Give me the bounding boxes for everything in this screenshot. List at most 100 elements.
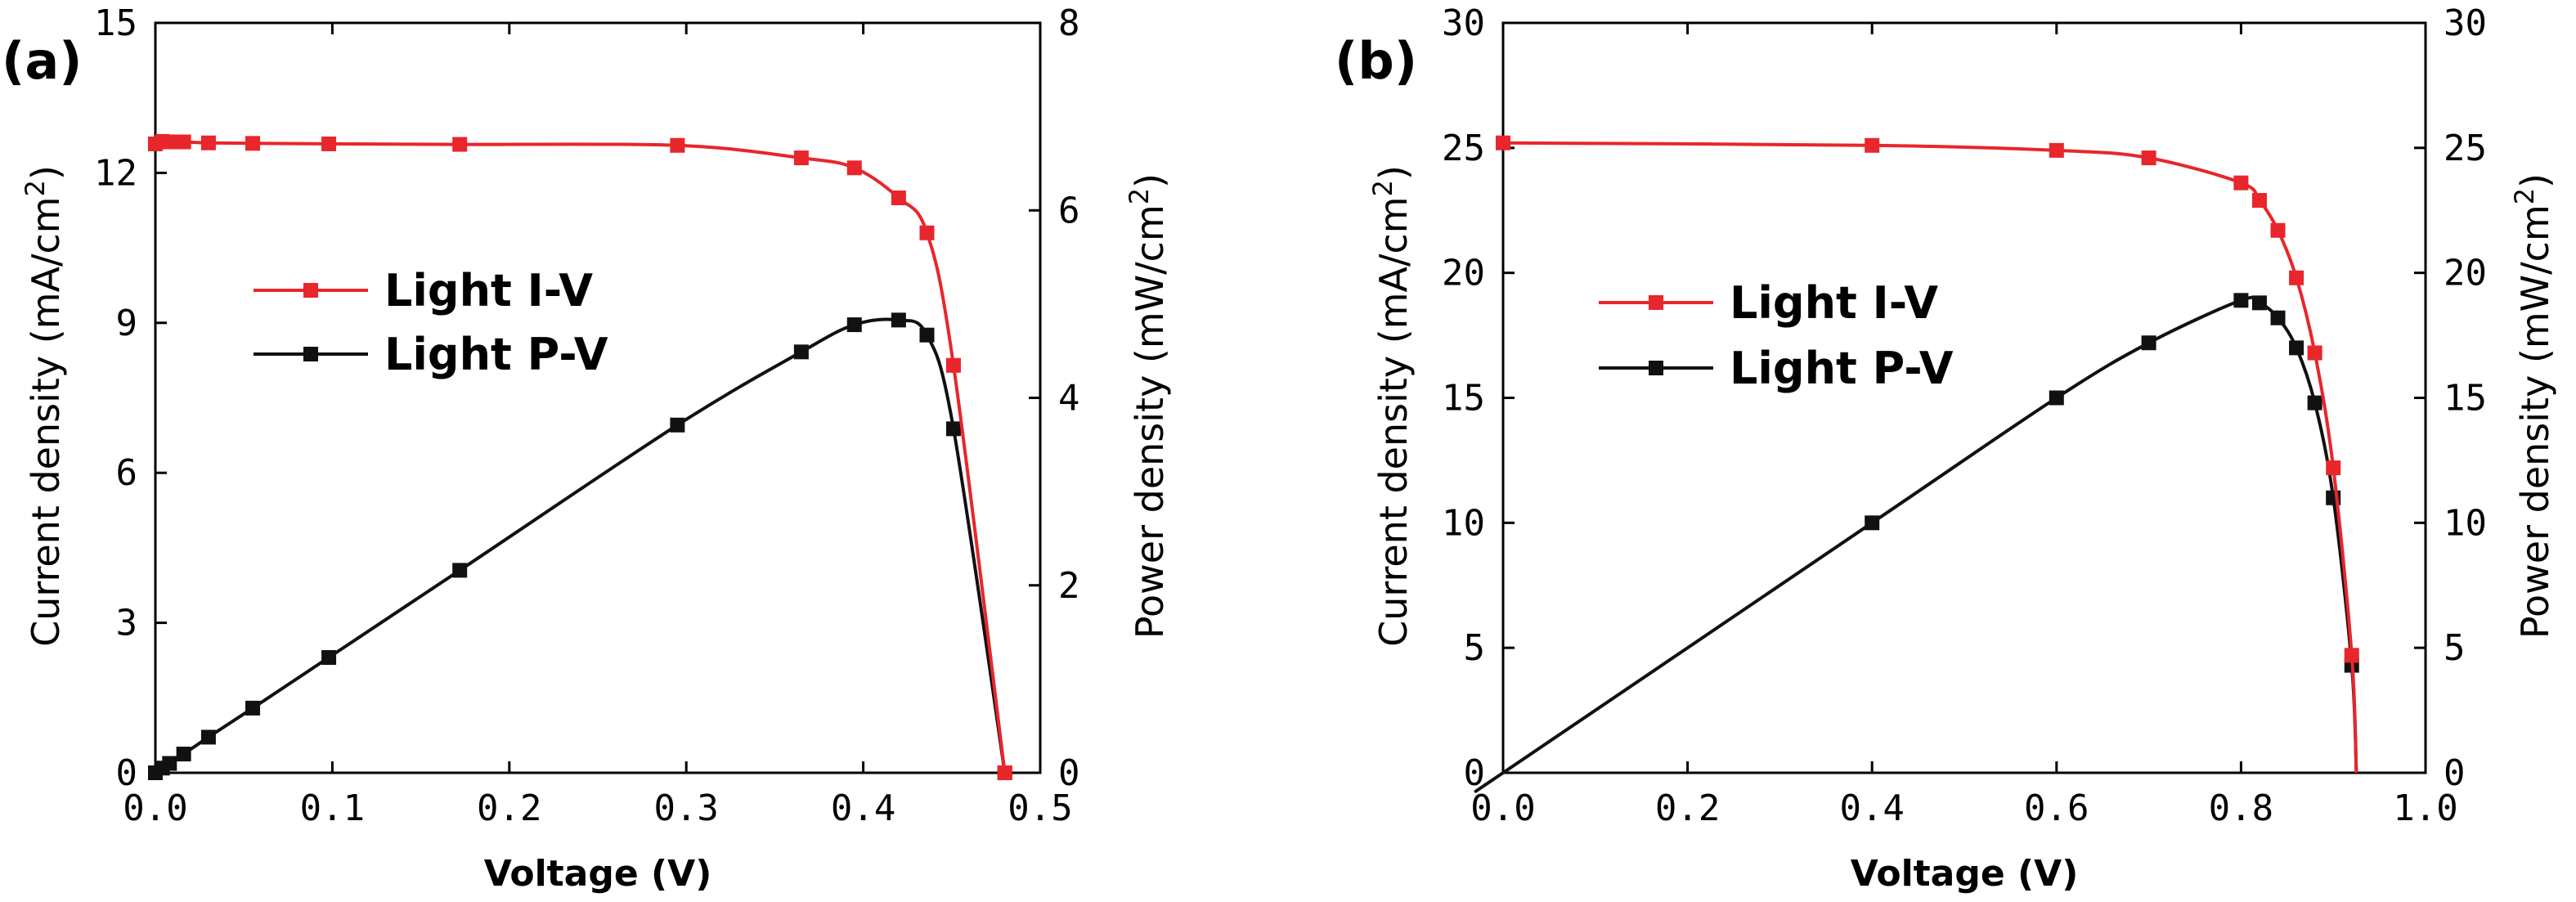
y-left-tick-label: 0	[116, 752, 138, 794]
x-tick-label: 1.0	[2393, 788, 2457, 829]
data-point-marker	[793, 150, 809, 166]
y-right-tick-label: 10	[2444, 502, 2487, 544]
data-point-marker	[2233, 293, 2249, 308]
x-axis-title: Voltage (V)	[484, 853, 712, 895]
data-point-marker	[2233, 175, 2249, 191]
y-left-tick-label: 5	[1464, 627, 1486, 669]
data-point-marker	[321, 650, 337, 666]
y-right-tick-label: 0	[1058, 752, 1080, 794]
legend-item-light-iv: Light I-V	[254, 265, 593, 316]
data-point-marker	[919, 225, 935, 240]
legend-marker	[303, 283, 318, 298]
legend: Light I-V Light P-V	[1599, 277, 1954, 394]
data-point-marker	[162, 756, 177, 771]
data-point-marker	[1865, 137, 1880, 153]
y-left-tick-label: 3	[116, 603, 138, 644]
data-point-marker	[2307, 395, 2322, 411]
data-point-marker	[919, 327, 935, 343]
y-right-axis-title: Power density (mW/cm2)	[1124, 173, 1172, 639]
y-right-tick-label: 15	[2444, 378, 2487, 420]
legend-marker	[303, 347, 318, 361]
legend-marker	[1649, 295, 1663, 310]
data-point-marker	[452, 563, 468, 578]
y-right-tick-label: 6	[1058, 190, 1080, 231]
series-light-pv	[148, 312, 1012, 780]
data-point-marker	[2141, 335, 2156, 351]
data-point-marker	[200, 135, 216, 150]
data-point-marker	[176, 747, 191, 762]
series-light-iv	[148, 133, 1012, 780]
y-right-tick-label: 5	[2444, 627, 2466, 669]
plot-frame	[154, 21, 1042, 774]
data-point-marker	[1865, 515, 1880, 531]
data-point-marker	[2307, 345, 2322, 361]
series-line	[1502, 141, 2358, 774]
y-right-tick-label: 2	[1058, 565, 1080, 607]
data-point-marker	[245, 700, 261, 716]
data-point-marker	[2344, 648, 2359, 663]
data-point-marker	[2049, 390, 2064, 406]
y-right-tick-label: 25	[2444, 128, 2487, 169]
data-point-marker	[2270, 222, 2286, 238]
data-point-marker	[200, 729, 216, 745]
legend-label: Light I-V	[1730, 277, 1938, 329]
x-tick-label: 0.3	[653, 788, 718, 829]
legend-label: Light P-V	[384, 329, 608, 380]
x-axis-title: Voltage (V)	[1851, 853, 2079, 895]
data-point-marker	[670, 417, 685, 433]
x-tick-label: 0.8	[2209, 788, 2273, 829]
data-point-marker	[2326, 460, 2341, 476]
series-light-iv	[1496, 135, 2359, 774]
data-point-marker	[1496, 135, 1510, 150]
y-left-tick-label: 30	[1442, 2, 1485, 44]
y-right-axis-title: Power density (mW/cm2)	[2509, 173, 2557, 639]
y-left-axis-title: Current density (mA/cm2)	[20, 165, 68, 647]
x-tick-label: 0.2	[1655, 788, 1720, 829]
data-point-marker	[2049, 142, 2064, 158]
data-point-marker	[162, 134, 177, 150]
series-line	[155, 139, 1007, 774]
panel-label: (a)	[2, 31, 83, 91]
data-point-marker	[793, 344, 809, 360]
y-left-tick-label: 10	[1442, 502, 1485, 544]
data-point-marker	[321, 136, 337, 151]
plot-frame	[1501, 21, 2427, 774]
data-point-marker	[245, 136, 261, 151]
data-point-marker	[846, 317, 862, 333]
x-tick-label: 0.0	[1470, 788, 1535, 829]
data-point-marker	[2270, 310, 2286, 325]
legend: Light I-V Light P-V	[254, 265, 608, 380]
legend-label: Light I-V	[384, 265, 593, 316]
x-tick-label: 0.4	[1839, 788, 1904, 829]
y-left-tick-label: 20	[1442, 253, 1485, 294]
legend-item-light-pv: Light P-V	[1599, 343, 1954, 394]
chart-panel-b: 0.0 0.2 0.4 0.6 0.8 1.00510152025300510152025…	[1335, 2, 2557, 895]
data-point-marker	[945, 357, 961, 373]
x-tick-label: 0.4	[831, 788, 895, 829]
legend-marker	[1649, 361, 1663, 375]
data-point-marker	[846, 160, 862, 176]
data-point-marker	[670, 137, 685, 153]
panel-label: (b)	[1335, 31, 1417, 91]
data-point-marker	[2289, 340, 2304, 356]
x-tick-label: 0.0	[123, 788, 187, 829]
x-tick-label: 0.6	[2024, 788, 2089, 829]
data-point-marker	[2251, 193, 2267, 209]
x-tick-label: 0.5	[1008, 788, 1072, 829]
y-left-tick-label: 6	[116, 452, 138, 494]
x-tick-label: 0.2	[477, 788, 541, 829]
data-point-marker	[997, 765, 1012, 780]
data-point-marker	[2289, 270, 2304, 285]
y-left-tick-label: 25	[1442, 128, 1485, 169]
legend-label: Light P-V	[1730, 343, 1954, 394]
legend-item-light-iv: Light I-V	[1599, 277, 1938, 329]
y-left-tick-label: 12	[94, 152, 137, 194]
data-point-marker	[945, 421, 961, 437]
y-left-tick-label: 15	[1442, 378, 1485, 420]
data-point-marker	[891, 190, 906, 205]
data-point-marker	[2251, 295, 2267, 311]
series-light-pv	[1474, 293, 2359, 793]
y-right-tick-label: 8	[1058, 2, 1080, 44]
